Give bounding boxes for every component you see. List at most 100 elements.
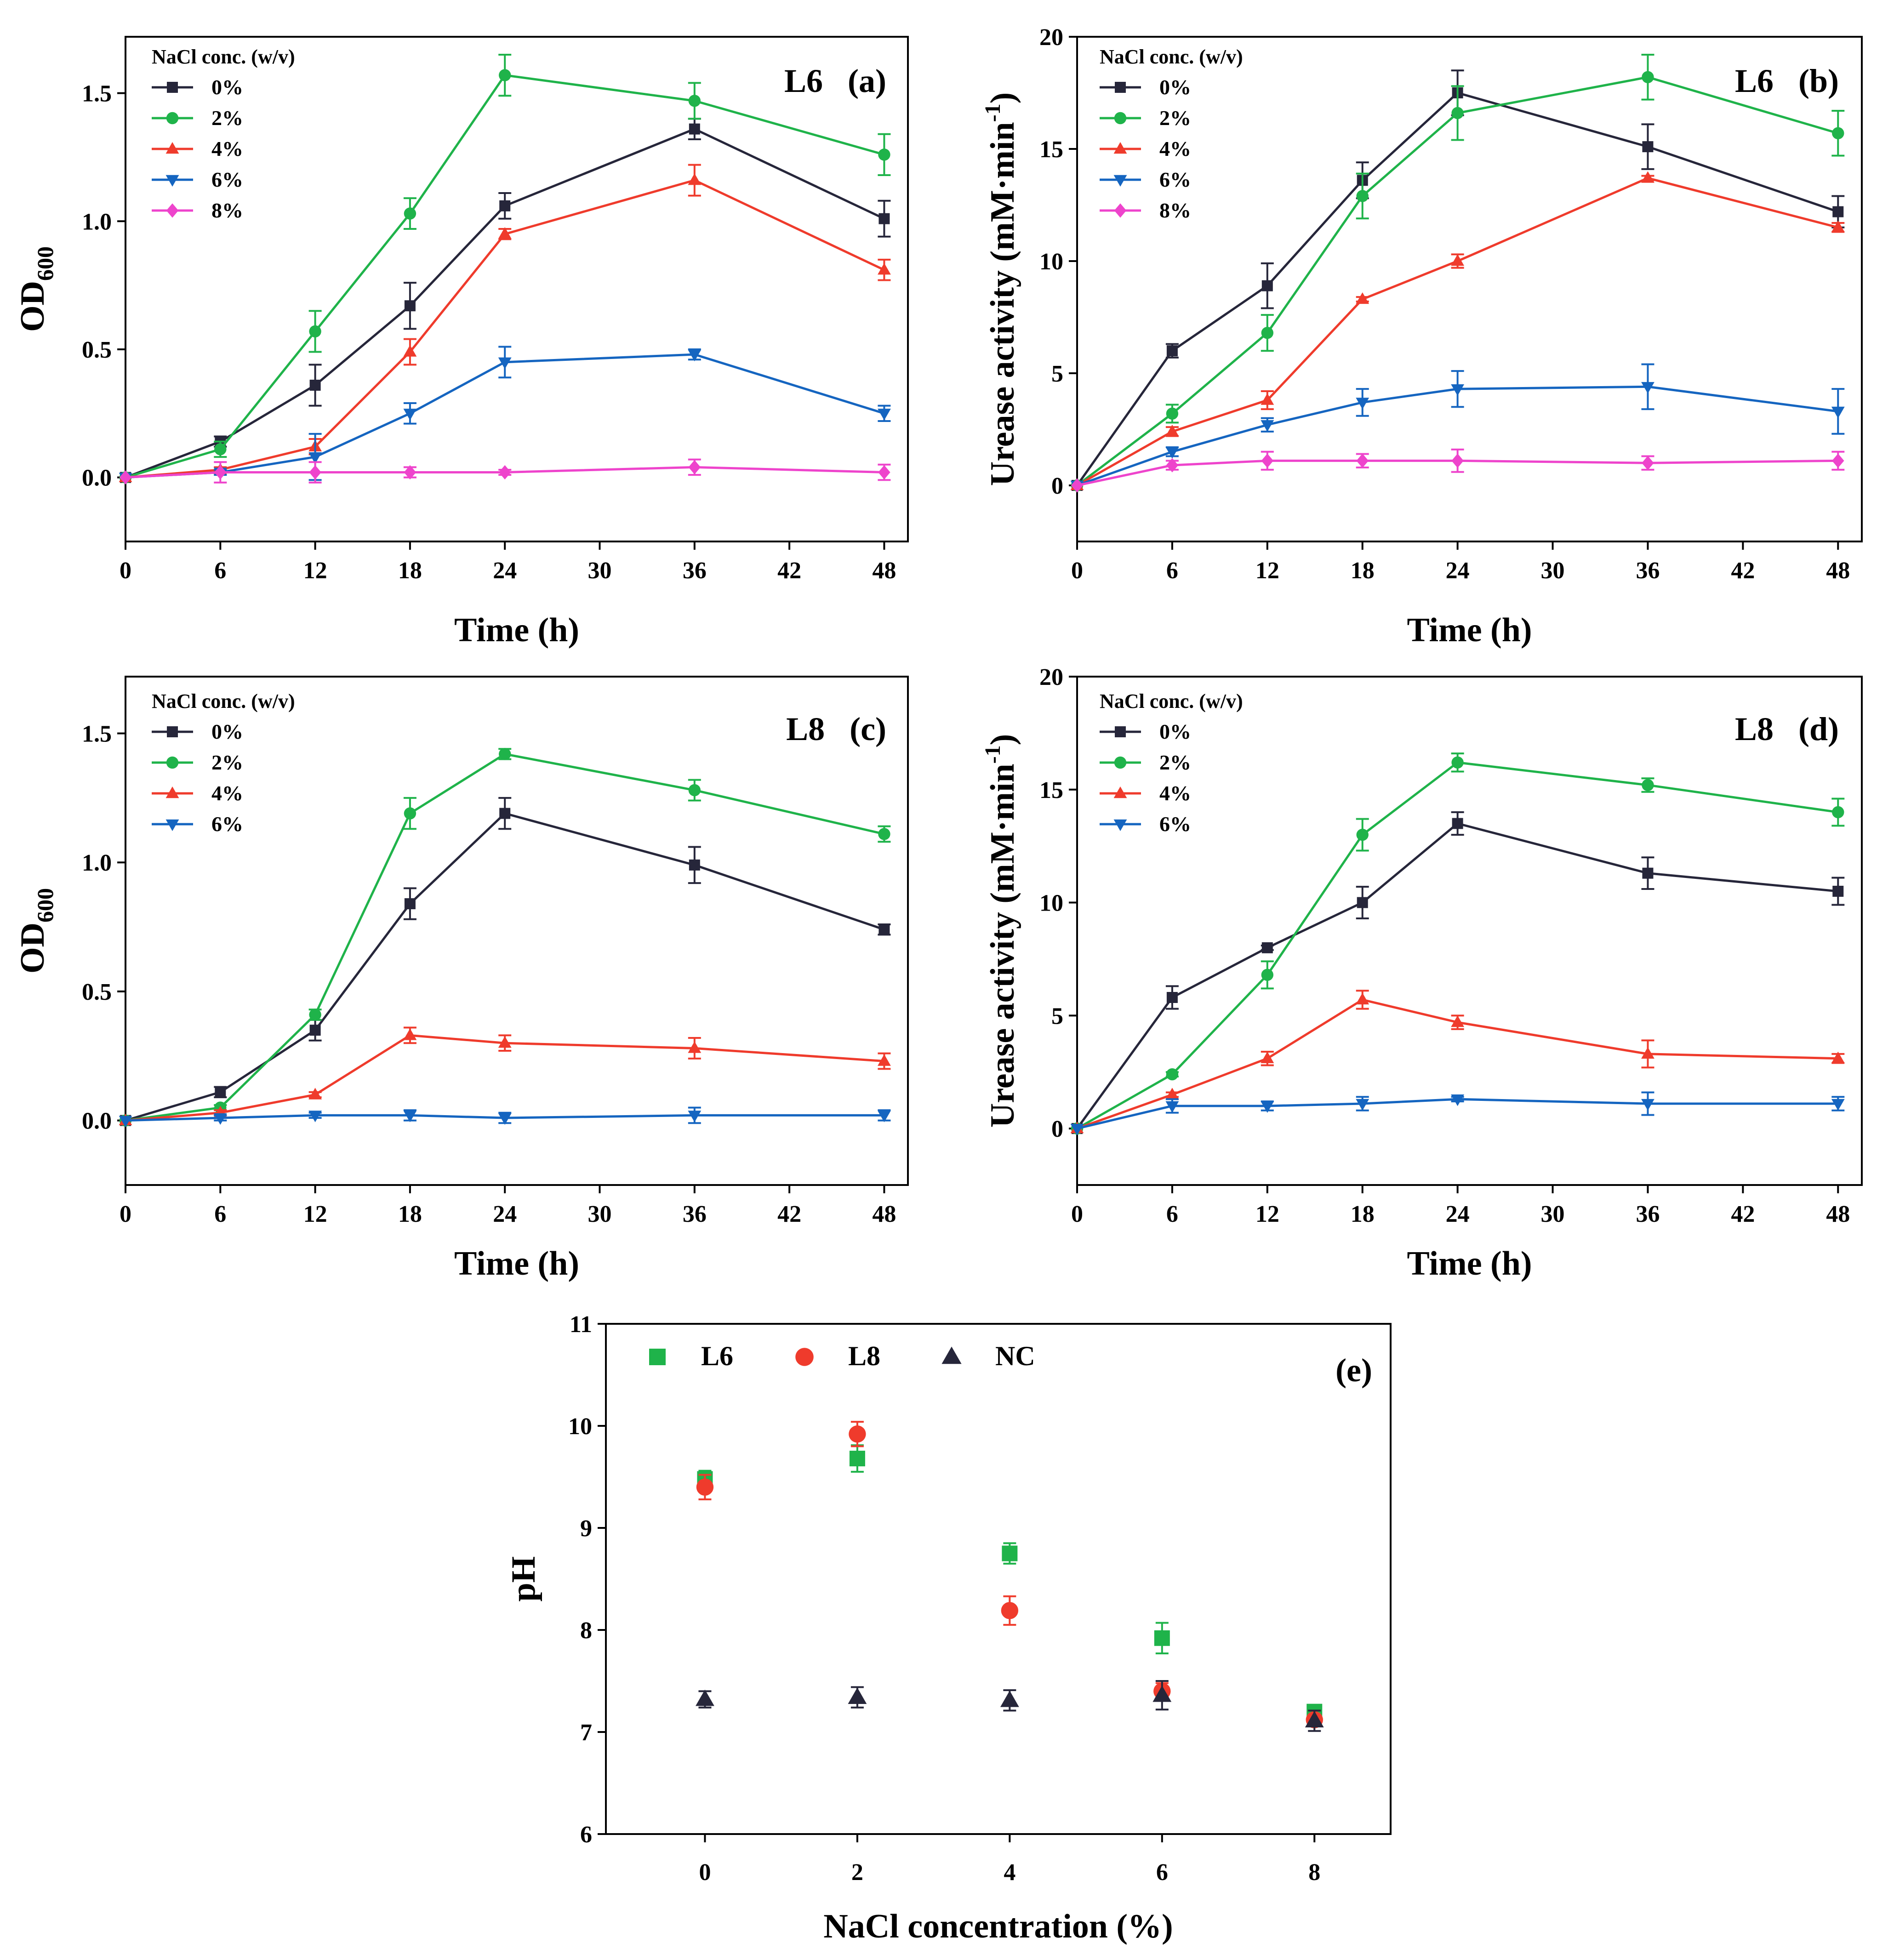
- legend-swatch-marker: [1113, 175, 1127, 187]
- legend-swatch-marker: [165, 142, 179, 154]
- data-point: [1356, 292, 1369, 304]
- legend-swatch-marker: [941, 1346, 962, 1364]
- data-point: [878, 148, 890, 161]
- data-point: [1356, 398, 1369, 410]
- data-point: [1165, 447, 1179, 459]
- legend-swatch-marker: [649, 1349, 666, 1365]
- y-tick-label: 0.0: [82, 465, 112, 491]
- y-axis-title-sup: -1: [981, 745, 1005, 763]
- data-point: [689, 859, 700, 871]
- plot-frame: [125, 676, 909, 1186]
- y-tick-label: 15: [1039, 777, 1063, 803]
- data-point: [403, 1111, 417, 1122]
- x-tick-label: 30: [1541, 1201, 1565, 1227]
- x-tick-label: 0: [120, 558, 131, 584]
- y-tick-label: 8: [580, 1618, 592, 1644]
- data-point: [214, 465, 227, 480]
- data-point: [1305, 1711, 1324, 1728]
- x-tick-label: 36: [1636, 1201, 1660, 1227]
- data-point: [498, 357, 512, 369]
- data-point: [879, 924, 890, 935]
- data-point: [498, 1113, 512, 1125]
- y-axis-title-sup: -1: [981, 103, 1005, 122]
- x-tick-label: 42: [777, 1201, 801, 1227]
- data-point: [1001, 1602, 1019, 1619]
- data-point: [308, 452, 322, 464]
- legend-swatch-marker: [166, 203, 179, 218]
- y-tick-label: 10: [1039, 249, 1063, 275]
- panel-label: L8 (d): [1735, 711, 1839, 747]
- x-tick-label: 30: [588, 558, 612, 584]
- data-point: [404, 807, 416, 820]
- panel-label: L6 (b): [1735, 63, 1839, 99]
- legend-swatch-marker: [1114, 756, 1127, 769]
- x-axis-title: Time (h): [1407, 611, 1532, 649]
- legend: L6 L8 NC: [649, 1341, 1035, 1371]
- x-tick-label: 8: [1308, 1859, 1320, 1886]
- data-point: [1641, 382, 1654, 394]
- y-axis-title-main: Urease activity (mM·min: [984, 122, 1021, 486]
- x-tick-label: 0: [699, 1859, 711, 1886]
- data-point: [1451, 756, 1464, 769]
- x-axis-title: NaCl concentration (%): [823, 1908, 1173, 1945]
- data-point: [119, 1116, 132, 1128]
- legend-swatch-marker: [165, 819, 179, 831]
- data-point: [1166, 1068, 1179, 1081]
- x-tick-label: 18: [398, 1201, 422, 1227]
- data-point: [309, 380, 321, 391]
- x-axis-title: Time (h): [454, 611, 579, 649]
- plot-frame: [125, 36, 909, 542]
- series-4pct: [1070, 171, 1845, 490]
- legend: NaCl conc. (w/v) 0% 2% 4% 6%: [152, 690, 295, 836]
- x-tick-label: 0: [1071, 558, 1083, 584]
- data-point: [1165, 424, 1179, 437]
- x-tick-label: 30: [1541, 558, 1565, 584]
- x-tick-label: 12: [1255, 558, 1279, 584]
- data-point: [403, 409, 417, 421]
- x-tick-label: 36: [683, 558, 707, 584]
- data-point: [1451, 107, 1464, 120]
- data-point: [1356, 1099, 1369, 1111]
- panel-label: L6 (a): [784, 63, 886, 99]
- legend-label: 0%: [211, 75, 243, 99]
- x-tick-label: 6: [1166, 1201, 1178, 1227]
- series-line: [125, 74, 885, 479]
- data-point: [498, 227, 512, 239]
- legend-label: 0%: [211, 720, 243, 743]
- data-point: [215, 1086, 226, 1098]
- x-axis-title: Time (h): [454, 1245, 579, 1282]
- data-point: [1261, 1051, 1274, 1063]
- data-point: [848, 1687, 867, 1704]
- data-point: [696, 1689, 714, 1706]
- data-point: [1261, 942, 1273, 953]
- data-point: [1642, 867, 1654, 879]
- data-point: [1451, 384, 1465, 396]
- data-point: [1071, 478, 1084, 493]
- series-L6: [697, 1444, 1323, 1720]
- x-axis-title: Time (h): [1407, 1245, 1532, 1282]
- y-tick-label: 9: [580, 1516, 592, 1542]
- x-tick-label: 0: [120, 1201, 131, 1227]
- data-point: [499, 200, 511, 211]
- y-tick-label: 7: [580, 1720, 592, 1746]
- series-line: [1076, 822, 1838, 1129]
- x-tick-label: 6: [214, 1201, 226, 1227]
- data-point: [878, 465, 890, 480]
- y-axis-title-sub: 600: [32, 888, 58, 923]
- panel-label: L8 (c): [786, 711, 886, 747]
- data-point: [1642, 71, 1654, 84]
- data-point: [1356, 828, 1369, 841]
- data-point: [309, 325, 321, 338]
- panel-label: (e): [1335, 1352, 1372, 1389]
- y-tick-label: 6: [580, 1822, 592, 1848]
- data-point: [688, 1041, 702, 1053]
- x-tick-label: 24: [1446, 1201, 1470, 1227]
- data-point: [1261, 393, 1274, 405]
- legend-title: NaCl conc. (w/v): [152, 46, 295, 68]
- x-tick-label: 12: [1255, 1201, 1279, 1227]
- data-point: [308, 1111, 322, 1122]
- y-tick-label: 5: [1051, 1003, 1063, 1029]
- data-point: [1002, 1545, 1018, 1561]
- data-point: [878, 409, 891, 421]
- data-point: [499, 465, 511, 480]
